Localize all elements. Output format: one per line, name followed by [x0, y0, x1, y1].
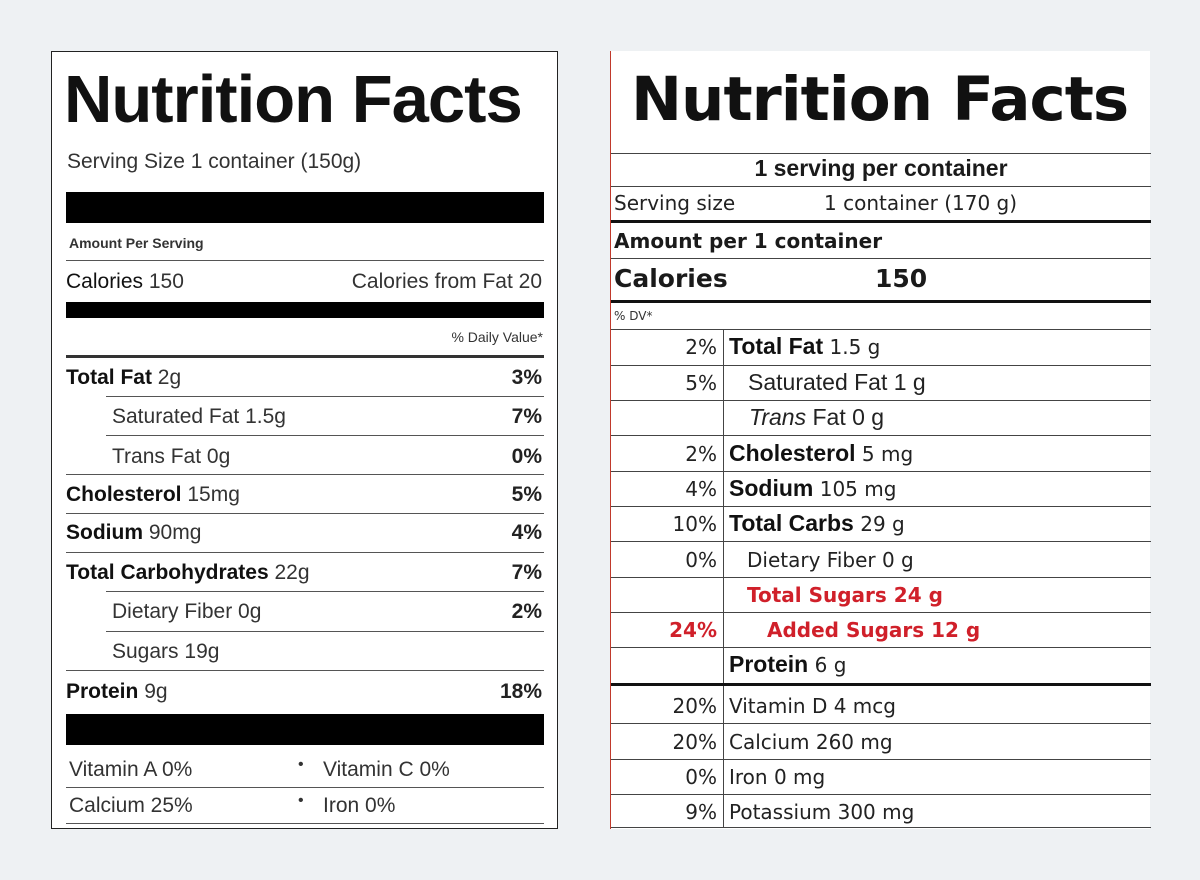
new-pct-dietary-fiber: 0%: [685, 548, 717, 572]
old-row-protein: Protein 9g 18%: [66, 680, 542, 703]
new-row-protein: Protein 6 g: [729, 651, 847, 677]
old-row-cholesterol: Cholesterol 15mg 5%: [66, 483, 542, 506]
old-divider: [66, 787, 544, 788]
old-divider: [106, 396, 544, 397]
new-row-calcium: Calcium 260 mg: [729, 730, 893, 754]
new-dv-header: % DV*: [614, 309, 653, 323]
new-divider: [611, 541, 1151, 542]
new-servings-per-container: 1 serving per container: [754, 155, 1008, 181]
old-nutrition-label: Nutrition Facts Serving Size 1 container…: [51, 51, 558, 829]
old-row-sugars: Sugars 19g: [112, 640, 220, 663]
new-divider: [611, 723, 1151, 724]
old-row-total-carbohydrates: Total Carbohydrates 22g 7%: [66, 561, 542, 584]
old-vitamin-a: Vitamin A 0%: [69, 758, 193, 781]
new-divider: [611, 400, 1151, 401]
old-divider: [106, 631, 544, 632]
new-divider: [611, 506, 1151, 507]
new-amount-per: Amount per 1 container: [614, 229, 883, 253]
new-divider: [611, 365, 1151, 366]
new-divider: [611, 329, 1151, 330]
old-calories-row: Calories 150 Calories from Fat 20: [66, 264, 544, 300]
new-divider-thick: [611, 683, 1151, 686]
old-divider: [66, 552, 544, 553]
new-pct-vitamin-d: 20%: [672, 694, 717, 718]
old-row-sodium: Sodium 90mg 4%: [66, 521, 542, 544]
new-divider: [611, 827, 1151, 828]
new-pct-added-sugars: 24%: [669, 618, 717, 642]
new-serving-size-label: Serving size: [614, 191, 736, 215]
old-calories-value: 150: [148, 270, 184, 293]
old-calories-label: Calories: [66, 270, 144, 293]
old-daily-value-header: % Daily Value*: [451, 329, 543, 345]
new-divider: [611, 435, 1151, 436]
new-calories-value: 150: [875, 264, 928, 293]
new-row-iron: Iron 0 mg: [729, 765, 826, 789]
new-pct-calcium: 20%: [672, 730, 717, 754]
old-thick-bar-3: [66, 714, 544, 745]
new-row-total-fat: Total Fat 1.5 g: [729, 333, 881, 359]
new-column-divider: [723, 329, 724, 827]
new-divider: [611, 577, 1151, 578]
new-divider-thick: [611, 300, 1151, 303]
old-calcium: Calcium 25%: [69, 794, 193, 817]
new-divider: [611, 471, 1151, 472]
new-pct-total-carbs: 10%: [672, 512, 717, 536]
bullet-icon: •: [298, 792, 304, 809]
new-pct-saturated-fat: 5%: [685, 371, 717, 395]
new-pct-total-fat: 2%: [685, 335, 717, 359]
old-row-trans-fat: Trans Fat 0g 0%: [112, 445, 542, 468]
new-row-added-sugars: Added Sugars 12 g: [767, 618, 981, 642]
old-thick-bar-2: [66, 302, 544, 318]
old-calories-from-fat: Calories from Fat 20: [351, 270, 542, 293]
new-divider: [611, 186, 1151, 187]
old-divider: [106, 435, 544, 436]
new-divider: [611, 647, 1151, 648]
new-row-dietary-fiber: Dietary Fiber 0 g: [747, 548, 914, 572]
old-amount-per-serving: Amount Per Serving: [69, 235, 204, 251]
old-row-total-fat: Total Fat 2g 3%: [66, 366, 542, 389]
new-row-trans-fat: Trans Fat 0 g: [749, 404, 885, 430]
old-divider: [66, 355, 544, 358]
bullet-icon: •: [298, 756, 304, 773]
new-nutrition-label: Nutrition Facts 1 serving per container …: [610, 51, 1151, 829]
new-row-sodium: Sodium 105 mg: [729, 475, 897, 501]
new-calories-label: Calories: [614, 264, 728, 293]
new-serving-size-value: 1 container (170 g): [824, 191, 1018, 215]
old-row-saturated-fat: Saturated Fat 1.5g 7%: [112, 405, 542, 428]
new-divider-thick: [611, 220, 1151, 223]
new-row-cholesterol: Cholesterol 5 mg: [729, 440, 914, 466]
new-divider: [611, 258, 1151, 259]
new-row-vitamin-d: Vitamin D 4 mcg: [729, 694, 896, 718]
new-divider: [611, 794, 1151, 795]
old-serving-size: Serving Size 1 container (150g): [67, 150, 362, 173]
new-pct-potassium: 9%: [685, 800, 717, 824]
old-divider: [66, 513, 544, 514]
new-pct-cholesterol: 2%: [685, 442, 717, 466]
new-row-potassium: Potassium 300 mg: [729, 800, 915, 824]
old-divider: [66, 474, 544, 475]
new-divider: [611, 759, 1151, 760]
old-divider: [66, 260, 544, 261]
new-row-total-sugars: Total Sugars 24 g: [747, 583, 943, 607]
old-row-dietary-fiber: Dietary Fiber 0g 2%: [112, 600, 542, 623]
new-divider: [611, 153, 1151, 154]
new-pct-iron: 0%: [685, 765, 717, 789]
new-label-title: Nutrition Facts: [631, 64, 1129, 135]
old-divider: [66, 823, 544, 824]
old-divider: [66, 670, 544, 671]
old-vitamin-c: Vitamin C 0%: [323, 758, 450, 781]
new-divider: [611, 612, 1151, 613]
old-thick-bar-1: [66, 192, 544, 223]
old-divider: [106, 591, 544, 592]
new-row-total-carbs: Total Carbs 29 g: [729, 510, 905, 536]
new-row-saturated-fat: Saturated Fat 1 g: [748, 369, 926, 395]
new-pct-sodium: 4%: [685, 477, 717, 501]
old-iron: Iron 0%: [323, 794, 396, 817]
old-label-title: Nutrition Facts: [64, 62, 523, 137]
